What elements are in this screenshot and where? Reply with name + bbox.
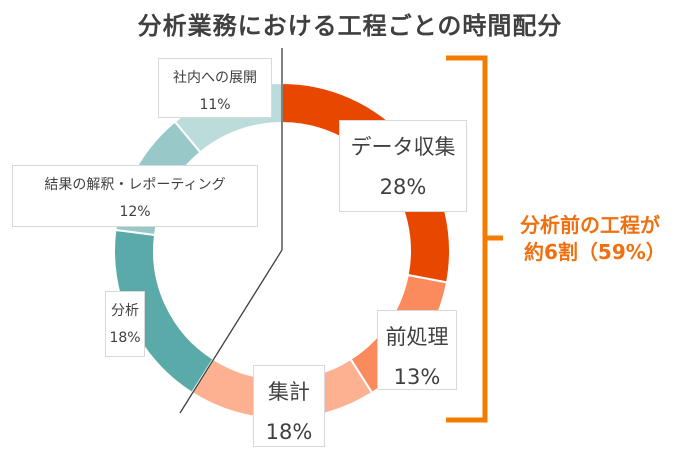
label-analysis: 分析 18%	[105, 291, 145, 357]
label-internal-rollout: 社内への展開 11%	[158, 58, 272, 118]
label-data-collection: データ収集 28%	[339, 120, 467, 212]
bracket	[446, 55, 503, 423]
annotation-text: 分析前の工程が 約6割（59%）	[520, 212, 666, 266]
label-name: 前処理	[385, 325, 449, 349]
label-name: 集計	[268, 380, 310, 404]
divider-line	[179, 48, 283, 414]
label-name: 結果の解釈・レポーティング	[44, 177, 226, 193]
annotation-line2: 約6割（59%）	[524, 240, 666, 264]
label-percent: 28%	[379, 175, 427, 199]
label-aggregation: 集計 18%	[253, 365, 325, 447]
label-interpretation-reporting: 結果の解釈・レポーティング 12%	[12, 165, 258, 227]
label-preprocessing: 前処理 13%	[377, 310, 457, 390]
label-name: 社内への展開	[173, 70, 257, 86]
annotation-line1: 分析前の工程が	[520, 213, 660, 237]
label-percent: 18%	[265, 420, 313, 444]
label-percent: 13%	[393, 365, 441, 389]
label-percent: 11%	[199, 97, 231, 113]
label-name: データ収集	[350, 135, 456, 159]
label-name: 分析	[111, 303, 139, 319]
chart-title: 分析業務における工程ごとの時間配分	[137, 12, 563, 40]
label-percent: 12%	[119, 204, 151, 220]
label-percent: 18%	[109, 330, 141, 346]
